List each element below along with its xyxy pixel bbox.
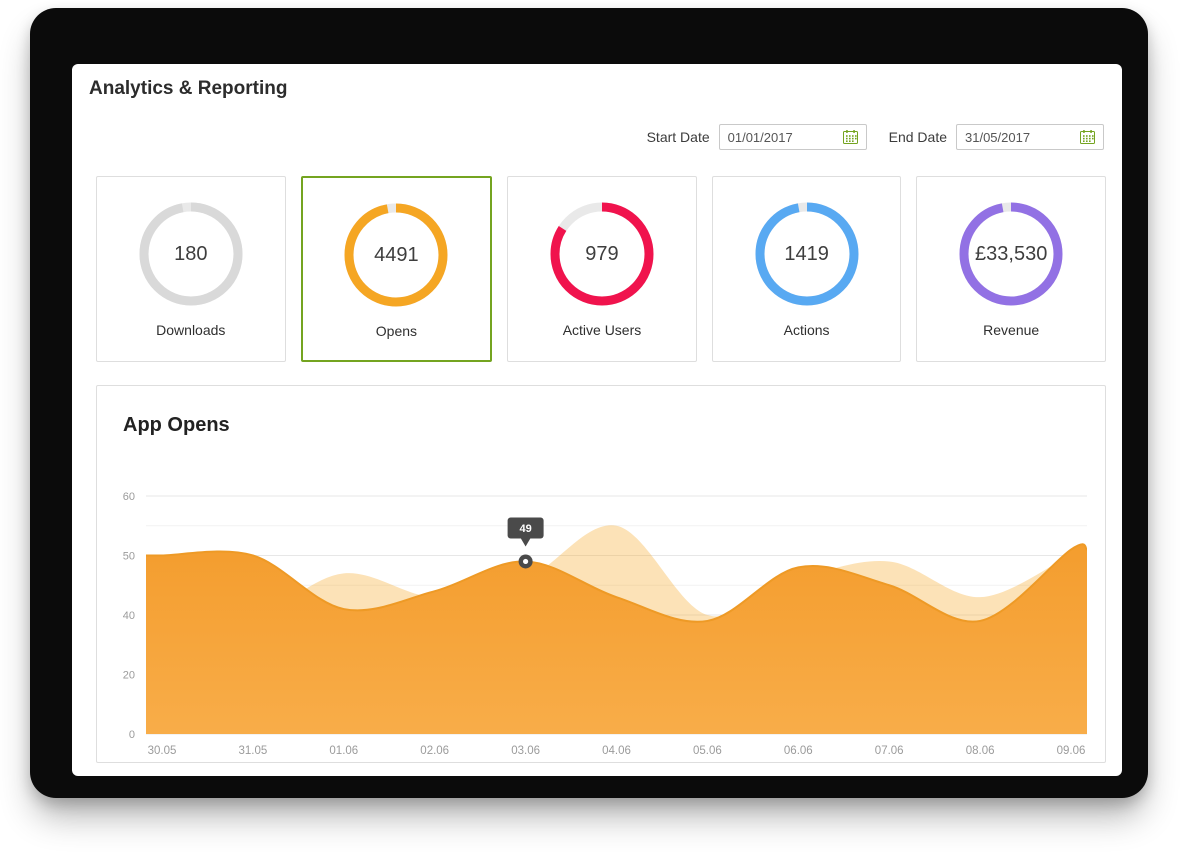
revenue-donut-chart: £33,530	[955, 198, 1067, 310]
opens-label: Opens	[375, 323, 418, 339]
svg-text:05.06: 05.06	[693, 745, 722, 757]
device-frame: Analytics & Reporting Start Date 01/01/2…	[30, 8, 1148, 798]
stat-card-actions[interactable]: 1419 Actions	[711, 176, 902, 362]
revenue-label: Revenue	[983, 322, 1040, 338]
start-date-label: Start Date	[646, 129, 710, 145]
svg-text:09.06: 09.06	[1057, 745, 1086, 757]
stat-card-downloads[interactable]: 180 Downloads	[96, 176, 286, 362]
downloads-value: 180	[174, 242, 208, 265]
svg-text:07.06: 07.06	[875, 745, 904, 757]
svg-text:0: 0	[129, 729, 135, 741]
actions-label: Actions	[783, 322, 830, 338]
dashboard-panel: Analytics & Reporting Start Date 01/01/2…	[72, 64, 1122, 776]
calendar-icon[interactable]	[842, 130, 858, 144]
chart-title: App Opens	[123, 414, 230, 436]
stats-row: 180 Downloads 4491 Opens 979 Active User…	[96, 176, 1106, 362]
svg-text:49: 49	[519, 523, 531, 535]
chart-tooltip: 49	[507, 517, 544, 569]
app-opens-area-chart[interactable]: 0 20 40 50 60 30.05 31.05 01.06 02.06 03.06 04.06 0…	[97, 450, 1107, 760]
stat-card-revenue[interactable]: £33,530 Revenue	[916, 176, 1106, 362]
opens-donut-chart: 4491	[340, 199, 452, 311]
svg-text:20: 20	[123, 670, 135, 682]
svg-text:40: 40	[123, 610, 135, 622]
app-opens-chart-card: App Opens 0 20 40 50 60 30.05 31.05 01.06 02.06 0…	[96, 385, 1106, 763]
svg-text:02.06: 02.06	[420, 745, 449, 757]
end-date-label: End Date	[888, 129, 947, 145]
opens-value: 4491	[374, 243, 419, 266]
active-users-donut-chart: 979	[546, 198, 658, 310]
svg-text:01.06: 01.06	[329, 745, 358, 757]
active-users-value: 979	[585, 242, 619, 265]
actions-donut-chart: 1419	[751, 198, 863, 310]
start-date-group: Start Date 01/01/2017	[647, 124, 867, 150]
svg-text:03.06: 03.06	[511, 745, 540, 757]
date-filters: Start Date 01/01/2017 End Date	[647, 124, 1104, 150]
end-date-value: 31/05/2017	[965, 129, 1031, 145]
start-date-value: 01/01/2017	[727, 129, 793, 145]
svg-text:08.06: 08.06	[966, 745, 995, 757]
svg-text:04.06: 04.06	[602, 745, 631, 757]
stat-card-opens[interactable]: 4491 Opens	[300, 176, 493, 362]
svg-text:60: 60	[123, 491, 135, 503]
svg-text:31.05: 31.05	[239, 745, 268, 757]
svg-text:06.06: 06.06	[784, 745, 813, 757]
revenue-value: £33,530	[975, 242, 1048, 265]
stat-card-active-users[interactable]: 979 Active Users	[507, 176, 697, 362]
end-date-group: End Date 31/05/2017	[889, 124, 1104, 150]
page-title: Analytics & Reporting	[89, 78, 288, 99]
calendar-icon[interactable]	[1080, 130, 1095, 144]
actions-value: 1419	[784, 242, 829, 265]
active-users-label: Active Users	[562, 322, 642, 338]
svg-text:30.05: 30.05	[148, 745, 177, 757]
svg-text:50: 50	[123, 551, 135, 563]
downloads-label: Downloads	[156, 322, 226, 338]
downloads-donut-chart: 180	[135, 198, 247, 310]
start-date-input[interactable]: 01/01/2017	[718, 124, 867, 150]
end-date-input[interactable]: 31/05/2017	[956, 124, 1104, 150]
